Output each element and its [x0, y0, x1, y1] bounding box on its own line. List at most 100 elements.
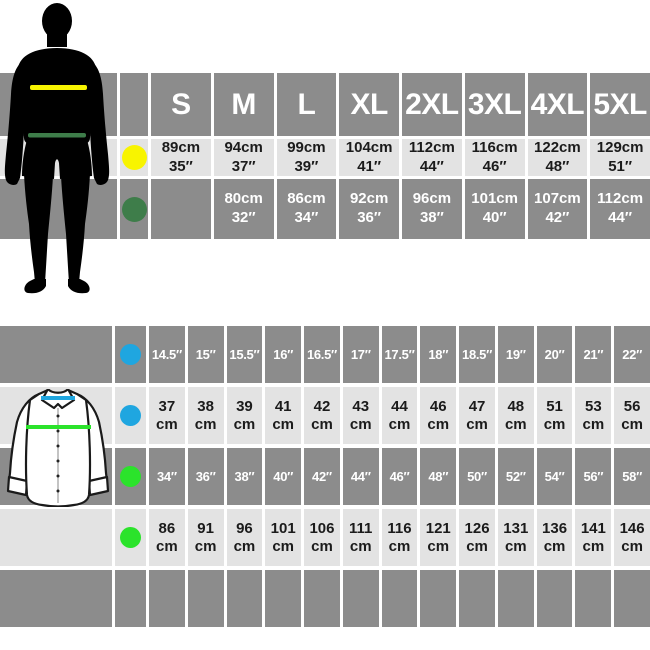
measurement-cell: 106 cm [304, 509, 340, 566]
man-figure-band-cell [0, 179, 117, 239]
measurement-cell: 51 cm [536, 387, 573, 444]
measurement-cell: 16″ [265, 326, 302, 383]
dot-header-cell [120, 73, 148, 136]
measurement-cell: 44″ [342, 448, 379, 505]
chest-measure-line [30, 85, 87, 90]
shirt-figure-band-cell [0, 326, 112, 383]
measurement-cell: 141 cm [575, 509, 612, 566]
measurement-cell: 20″ [536, 326, 573, 383]
blue-dot-icon [120, 405, 141, 426]
green-dot-icon [120, 527, 141, 548]
measurement-cell: 14.5″ [149, 326, 185, 383]
green-dot-icon [120, 466, 141, 487]
measurement-cell: 17″ [342, 326, 379, 383]
measurement-cell: 107cm 42″ [527, 179, 588, 239]
dot-cell [115, 448, 146, 505]
measurement-cell [459, 570, 495, 627]
measurement-cell: 46″ [381, 448, 418, 505]
dot-cell [115, 570, 146, 627]
measurement-cell: 50″ [459, 448, 495, 505]
measurement-cell: 54″ [536, 448, 573, 505]
dot-cell [120, 139, 148, 176]
measurement-cell: 34″ [149, 448, 185, 505]
measurement-cell: 42″ [304, 448, 340, 505]
shirt-figure-band-cell [0, 509, 112, 566]
measurement-cell: 99cm 39″ [276, 139, 337, 176]
measurement-cell [265, 570, 302, 627]
measurement-cell [226, 570, 263, 627]
measurement-cell: 46 cm [420, 387, 457, 444]
measurement-cell: 96 cm [226, 509, 263, 566]
dark-green-dot-icon [121, 196, 147, 222]
dot-cell [115, 326, 146, 383]
measurement-cell: 37 cm [149, 387, 185, 444]
dot-cell [120, 179, 148, 239]
size-header-cell: L [276, 73, 337, 136]
blue-dot-icon [120, 344, 141, 365]
shirt-size-table: 14.5″ 15″ 15.5″ 16″ 16.5″ 17″ 17.5″ 18″ 18.5″ 19″… [0, 326, 650, 627]
measurement-cell: 56 cm [614, 387, 650, 444]
measurement-cell: 116cm 46″ [464, 139, 525, 176]
measurement-cell: 96cm 38″ [402, 179, 462, 239]
measurement-cell: 92cm 36″ [339, 179, 399, 239]
measurement-cell [151, 179, 211, 239]
measurement-cell: 41 cm [265, 387, 302, 444]
size-header-cell: 5XL [590, 73, 650, 136]
measurement-cell: 146 cm [614, 509, 650, 566]
collar-measure-line [41, 396, 75, 400]
measurement-cell: 112cm 44″ [402, 139, 462, 176]
measurement-cell: 91 cm [187, 509, 224, 566]
measurement-cell: 122cm 48″ [527, 139, 588, 176]
measurement-cell: 36″ [187, 448, 224, 505]
measurement-cell [614, 570, 650, 627]
measurement-cell: 58″ [614, 448, 650, 505]
measurement-cell: 15″ [187, 326, 224, 383]
measurement-cell: 16.5″ [304, 326, 340, 383]
measurement-cell: 19″ [497, 326, 534, 383]
size-header-cell: M [213, 73, 274, 136]
measurement-cell: 39 cm [226, 387, 263, 444]
size-header-cell: 3XL [464, 73, 525, 136]
shirt-chest-measure-line [26, 425, 91, 429]
measurement-cell: 48″ [420, 448, 457, 505]
measurement-cell: 21″ [575, 326, 612, 383]
measurement-cell: 136 cm [536, 509, 573, 566]
measurement-cell: 104cm 41″ [339, 139, 399, 176]
measurement-cell [536, 570, 573, 627]
size-header-cell: 4XL [527, 73, 588, 136]
waist-measure-line [28, 133, 86, 138]
measurement-cell: 101cm 40″ [464, 179, 525, 239]
measurement-cell: 126 cm [459, 509, 495, 566]
measurement-cell: 80cm 32″ [213, 179, 274, 239]
measurement-cell [497, 570, 534, 627]
measurement-cell: 38 cm [187, 387, 224, 444]
measurement-cell: 131 cm [497, 509, 534, 566]
measurement-cell: 86cm 34″ [276, 179, 337, 239]
measurement-cell: 40″ [265, 448, 302, 505]
measurement-cell [304, 570, 340, 627]
measurement-cell: 116 cm [381, 509, 418, 566]
size-header-cell: XL [339, 73, 399, 136]
measurement-cell: 89cm 35″ [151, 139, 211, 176]
dot-cell [115, 509, 146, 566]
shirt-buttons [56, 414, 60, 493]
measurement-cell: 18.5″ [459, 326, 495, 383]
dot-cell [115, 387, 146, 444]
measurement-cell: 56″ [575, 448, 612, 505]
measurement-cell: 38″ [226, 448, 263, 505]
measurement-cell [381, 570, 418, 627]
measurement-cell: 17.5″ [381, 326, 418, 383]
measurement-cell: 94cm 37″ [213, 139, 274, 176]
size-header-cell: 2XL [402, 73, 462, 136]
measurement-cell [149, 570, 185, 627]
measurement-cell [575, 570, 612, 627]
measurement-cell: 86 cm [149, 509, 185, 566]
measurement-cell: 48 cm [497, 387, 534, 444]
size-header-cell: S [151, 73, 211, 136]
measurement-cell: 101 cm [265, 509, 302, 566]
measurement-cell [342, 570, 379, 627]
measurement-cell: 44 cm [381, 387, 418, 444]
measurement-cell: 112cm 44″ [590, 179, 650, 239]
measurement-cell [420, 570, 457, 627]
